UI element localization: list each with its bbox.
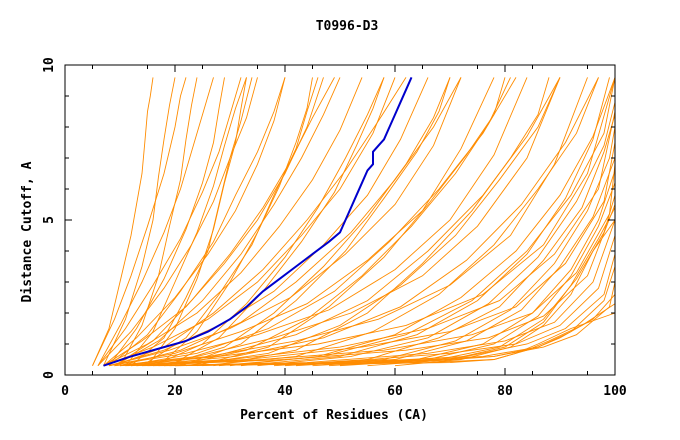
- background-series-line: [114, 77, 341, 367]
- x-tick-label: 100: [603, 384, 627, 399]
- background-series-line: [152, 253, 616, 367]
- background-series-line: [136, 77, 599, 367]
- background-series-line: [108, 77, 528, 367]
- background-series-line: [218, 77, 616, 367]
- plot-area: [64, 64, 616, 376]
- background-series-line: [339, 195, 616, 367]
- background-series-line: [103, 77, 363, 367]
- background-series-line: [174, 312, 616, 367]
- background-series-line: [119, 111, 616, 367]
- background-series-line: [158, 77, 313, 367]
- background-series-line: [152, 77, 385, 367]
- background-series-line: [169, 77, 385, 367]
- background-series-line: [284, 126, 616, 367]
- chart-title: T0996-D3: [316, 19, 379, 34]
- background-series-line: [97, 77, 214, 366]
- background-series-line: [196, 77, 506, 367]
- background-series-line: [213, 77, 550, 367]
- background-series-line: [394, 219, 616, 367]
- background-series-line: [108, 77, 225, 366]
- background-series-line: [202, 77, 599, 367]
- background-series-line: [147, 77, 247, 366]
- background-series-line: [92, 77, 154, 366]
- background-series-line: [108, 77, 495, 367]
- background-series-line: [114, 77, 588, 367]
- x-tick-label: 20: [167, 384, 183, 399]
- x-axis-label: Percent of Residues (CA): [240, 408, 428, 423]
- highlight-series-line: [103, 76, 413, 367]
- y-tick-label: 5: [42, 216, 57, 224]
- x-tick-label: 80: [497, 384, 513, 399]
- x-tick-label: 60: [387, 384, 403, 399]
- background-series-line: [97, 77, 242, 366]
- background-series-line: [328, 182, 616, 367]
- background-series-line: [185, 77, 561, 367]
- background-series-line: [163, 77, 451, 367]
- background-series-line: [103, 77, 176, 366]
- background-series-line: [240, 77, 610, 367]
- background-series-line: [180, 77, 451, 367]
- background-series-line: [125, 142, 616, 367]
- background-series-line: [119, 77, 616, 367]
- background-series-line: [312, 170, 616, 367]
- background-series-line: [257, 102, 616, 367]
- background-series-line: [125, 77, 517, 367]
- background-series-line: [103, 77, 396, 367]
- background-series-group: [92, 77, 616, 367]
- background-series-line: [114, 77, 407, 367]
- y-axis-ticks: 0 5 10: [42, 57, 615, 379]
- background-series-line: [119, 77, 198, 366]
- background-series-line: [295, 157, 616, 367]
- background-series-line: [273, 114, 616, 367]
- x-tick-label: 40: [277, 384, 293, 399]
- background-series-line: [103, 77, 286, 367]
- background-series-line: [367, 207, 616, 367]
- background-series-line: [119, 77, 462, 367]
- background-series-line: [97, 77, 258, 367]
- x-tick-label: 0: [61, 384, 69, 399]
- background-series-line: [229, 77, 616, 367]
- background-series-line: [114, 77, 335, 367]
- background-series-line: [103, 77, 324, 367]
- y-tick-label: 10: [42, 57, 57, 73]
- y-tick-label: 0: [42, 371, 57, 379]
- background-series-line: [108, 77, 286, 367]
- y-axis-label: Distance Cutoff, A: [20, 161, 35, 302]
- background-series-line: [130, 77, 561, 367]
- x-axis-ticks: 0 20 40 60 80 100: [61, 65, 627, 399]
